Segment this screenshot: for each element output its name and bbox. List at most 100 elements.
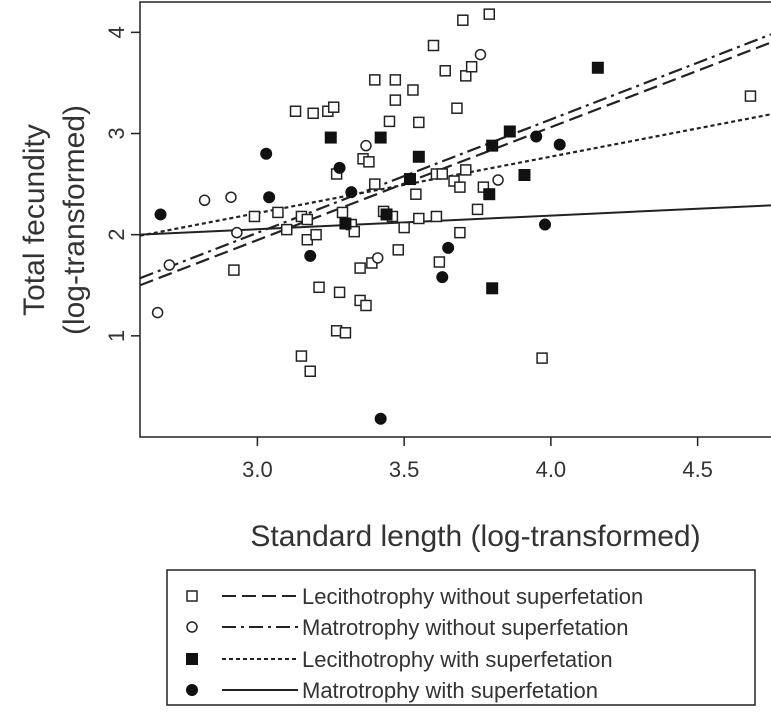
- x-tick-label-3: 4.0: [536, 457, 567, 482]
- data-point-s1-37: [398, 221, 410, 234]
- data-point-s1-8: [301, 213, 314, 226]
- data-point-s1-34: [389, 74, 402, 86]
- x-tick-label-1: 3.0: [242, 457, 273, 482]
- data-point-s1-13: [313, 281, 325, 294]
- data-point-s3-7: [483, 188, 496, 201]
- data-point-s1-44: [430, 210, 443, 223]
- data-point-s1-38: [407, 84, 419, 96]
- data-point-s1-55: [465, 60, 478, 73]
- data-point-s1-1: [228, 264, 240, 276]
- y-tick-label-4: 4: [104, 26, 129, 38]
- data-point-s1-39: [410, 188, 422, 200]
- fit-line-3: [140, 113, 771, 237]
- data-point-s4-10: [530, 130, 543, 143]
- data-point-s2-4: [225, 191, 237, 203]
- legend-marker-2: [186, 621, 198, 633]
- data-point-s4-6: [345, 186, 358, 199]
- data-point-s1-42: [427, 39, 440, 52]
- legend-marker-4: [186, 684, 198, 696]
- x-tick-label-2: 3.5: [389, 457, 420, 482]
- data-point-s1-12: [310, 228, 322, 241]
- legend-box: [166, 569, 756, 706]
- data-point-s1-30: [369, 178, 381, 190]
- data-point-s4-2: [260, 147, 273, 160]
- data-point-s1-27: [363, 156, 375, 168]
- data-point-s2-3: [198, 194, 211, 207]
- data-point-s2-8: [474, 48, 487, 61]
- y-axis-title-line-2: (log-transformed): [58, 105, 91, 335]
- y-tick-label-2: 2: [104, 229, 129, 241]
- data-point-s1-49: [451, 102, 463, 114]
- data-point-s1-36: [392, 244, 405, 256]
- data-point-s1-29: [369, 74, 381, 86]
- data-point-s3-5: [404, 173, 417, 186]
- data-point-s4-9: [442, 241, 455, 254]
- data-point-s1-22: [348, 225, 360, 238]
- data-point-s1-52: [457, 14, 469, 26]
- data-point-s4-5: [333, 161, 346, 174]
- x-axis-title: Standard length (log-transformed): [250, 520, 700, 553]
- data-point-s1-46: [436, 168, 449, 180]
- data-point-s1-60: [744, 90, 757, 102]
- data-point-s1-7: [295, 350, 308, 362]
- plot-frame: [139, 1, 771, 438]
- data-point-s2-6: [360, 139, 372, 152]
- data-point-s1-48: [448, 175, 460, 187]
- legend-label-3: Lecithotrophy with superfetation: [302, 647, 613, 672]
- data-point-s1-56: [471, 203, 484, 216]
- data-point-s4-12: [553, 138, 566, 151]
- data-point-s1-50: [454, 181, 466, 193]
- data-point-s3-2: [339, 217, 352, 230]
- x-tick-label-4: 4.5: [682, 457, 713, 482]
- data-point-s1-11: [307, 107, 319, 120]
- data-point-s4-3: [263, 191, 276, 204]
- y-axis-title-line-1: Total fecundity: [18, 124, 51, 316]
- data-point-s1-41: [413, 116, 425, 129]
- data-point-s1-40: [413, 212, 425, 225]
- data-point-s2-1: [151, 306, 164, 319]
- data-point-s3-11: [518, 168, 531, 181]
- data-point-s2-5: [231, 226, 243, 239]
- data-point-s1-2: [248, 210, 261, 223]
- legend-label-2: Matrotrophy without superfetation: [302, 615, 629, 640]
- data-point-s2-9: [492, 174, 504, 186]
- data-point-s4-11: [539, 218, 552, 231]
- data-point-s2-2: [163, 259, 176, 271]
- legend-marker-1: [186, 590, 198, 602]
- data-point-s1-54: [460, 164, 472, 176]
- y-tick-label-1: 1: [104, 330, 129, 342]
- data-point-s1-5: [289, 105, 302, 118]
- data-point-s1-3: [272, 206, 284, 219]
- data-point-s1-15: [327, 101, 340, 113]
- data-point-s1-47: [439, 65, 451, 77]
- data-point-s1-4: [280, 223, 293, 236]
- data-point-s1-19: [336, 206, 349, 219]
- data-point-s1-10: [304, 365, 316, 377]
- data-point-s4-4: [304, 249, 317, 262]
- data-point-s2-7: [371, 252, 384, 264]
- data-point-s4-8: [436, 271, 449, 284]
- fit-line-2: [140, 33, 771, 280]
- data-point-s3-6: [412, 150, 425, 163]
- data-point-s1-32: [383, 115, 396, 128]
- data-point-s1-58: [483, 8, 496, 20]
- data-point-s3-8: [486, 282, 499, 295]
- data-point-s1-18: [333, 286, 346, 299]
- legend-label-4: Matrotrophy with superfetation: [302, 678, 598, 703]
- data-point-s4-1: [154, 208, 167, 221]
- data-point-s1-23: [354, 262, 366, 274]
- legend-marker-3: [186, 653, 198, 665]
- data-point-s3-12: [591, 61, 604, 74]
- data-point-s3-4: [380, 208, 393, 221]
- data-point-s1-59: [536, 352, 548, 364]
- data-point-s1-35: [389, 94, 402, 106]
- data-point-s1-26: [360, 299, 372, 312]
- data-point-s3-10: [503, 125, 516, 138]
- fit-line-1: [140, 41, 771, 287]
- data-point-s1-53: [460, 70, 472, 82]
- legend-label-1: Lecithotrophy without superfetation: [302, 584, 643, 609]
- data-point-s1-51: [454, 226, 466, 239]
- y-tick-label-3: 3: [104, 127, 129, 139]
